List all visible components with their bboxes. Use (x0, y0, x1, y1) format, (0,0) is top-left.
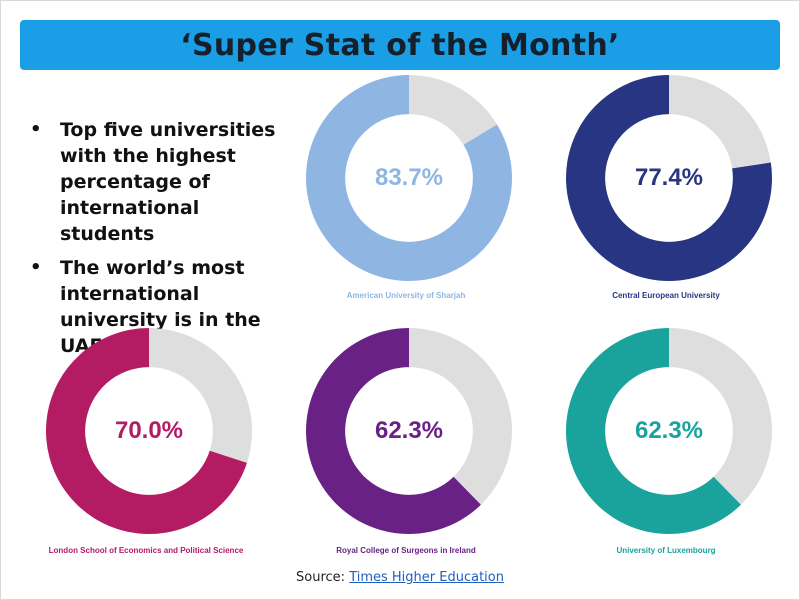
donut-value-arc (45, 328, 247, 534)
donut-track (409, 75, 497, 145)
slide-title: ‘Super Stat of the Month’ (180, 27, 620, 63)
bullet-text: The world’s most international universit… (60, 257, 261, 357)
source-line: Source: Times Higher Education (0, 570, 800, 585)
donut-track (409, 328, 512, 505)
donut-value-arc (566, 328, 741, 534)
donut-svg (305, 328, 512, 534)
bullet-list: • Top five universities with the highest … (30, 117, 300, 367)
donut-track (149, 328, 252, 463)
donut-chart: 77.4% Central European University (566, 75, 772, 300)
source-link[interactable]: Times Higher Education (349, 570, 504, 585)
donut-university-label: Central European University (612, 291, 720, 300)
donut-chart: 83.7% American University of Sharjah (305, 75, 512, 300)
bullet-icon: • (30, 119, 42, 140)
bullet-icon: • (30, 257, 42, 278)
donut-value-arc (305, 75, 512, 281)
donut-value-arc (305, 328, 481, 534)
donut-chart: 70.0% London School of Economics and Pol… (45, 328, 252, 555)
bullet-item: • Top five universities with the highest … (30, 117, 300, 247)
donut-chart: 62.3% Royal College of Surgeons in Irela… (305, 328, 512, 555)
bullet-item: • The world’s most international universi… (30, 255, 300, 359)
donut-chart: 62.3% University of Luxembourg (566, 328, 772, 555)
donut-value-label: 70.0% (114, 417, 184, 444)
donut-university-label: American University of Sharjah (346, 291, 466, 300)
source-prefix: Source: (296, 570, 346, 585)
donut-value-label: 62.3% (374, 417, 444, 444)
donut-university-label: Royal College of Surgeons in Ireland (336, 546, 476, 555)
bullet-text: Top five universities with the highest p… (60, 119, 276, 245)
donut-svg (45, 328, 252, 534)
donut-value-label: 77.4% (634, 164, 704, 191)
donut-svg (566, 75, 772, 281)
donut-university-label: London School of Economics and Political… (48, 546, 244, 555)
donut-track (669, 75, 771, 169)
title-bar: ‘Super Stat of the Month’ (20, 20, 780, 70)
donut-svg (305, 75, 512, 281)
donut-university-label: University of Luxembourg (616, 546, 716, 555)
donut-value-label: 83.7% (374, 164, 444, 191)
donut-value-arc (566, 75, 772, 281)
donut-svg (566, 328, 772, 534)
donut-value-label: 62.3% (634, 417, 704, 444)
donut-track (669, 328, 772, 505)
